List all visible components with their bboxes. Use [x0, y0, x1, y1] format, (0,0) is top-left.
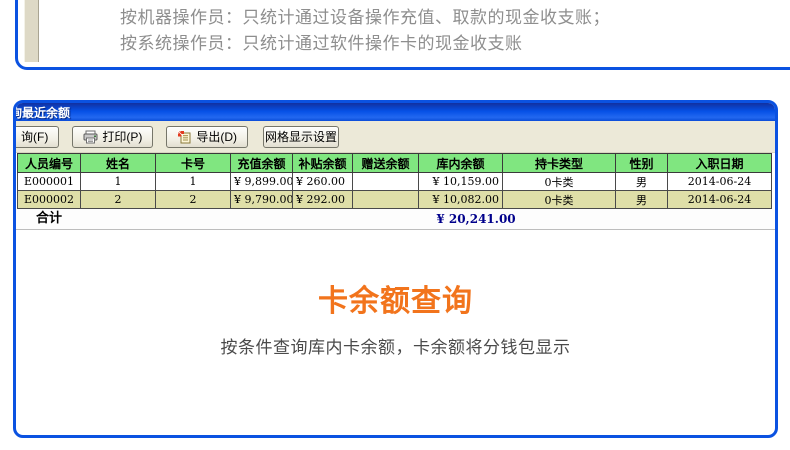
cell-gender: 男 — [615, 172, 668, 191]
col-header-gender[interactable]: 性别 — [615, 153, 668, 173]
cell-stock-balance: ¥ 10,082.00 — [418, 190, 503, 209]
cell-employee-id: E000001 — [17, 172, 81, 191]
col-header-gift-balance[interactable]: 赠送余额 — [352, 153, 419, 173]
grid-settings-button[interactable]: 网格显示设置 — [263, 125, 339, 148]
info-line-1: 按机器操作员：只统计通过设备操作充值、取款的现金收支账； — [120, 8, 610, 27]
toolbar: 询(F) 打印(P) — [16, 121, 775, 153]
col-header-card-type[interactable]: 持卡类型 — [502, 153, 616, 173]
cell-card-type: 0卡类 — [502, 172, 616, 191]
col-header-card-no[interactable]: 卡号 — [155, 153, 231, 173]
col-header-employee-id[interactable]: 人员编号 — [17, 153, 81, 173]
window-titlebar[interactable]: 询最近余额 — [16, 103, 775, 121]
page-subtitle: 按条件查询库内卡余额，卡余额将分钱包显示 — [220, 338, 571, 357]
export-button-label: 导出(D) — [196, 130, 237, 144]
export-icon — [177, 130, 192, 144]
col-header-hire-date[interactable]: 入职日期 — [667, 153, 772, 173]
cell-recharge-balance: ¥ 9,899.00 — [230, 172, 293, 191]
query-button[interactable]: 询(F) — [16, 125, 60, 148]
col-header-stock-balance[interactable]: 库内余额 — [418, 153, 503, 173]
printer-icon — [83, 130, 98, 144]
total-label: 合计 — [36, 211, 63, 226]
grid-settings-button-label: 网格显示设置 — [265, 130, 338, 144]
cell-card-type: 0卡类 — [502, 190, 616, 209]
info-panel: 按机器操作员：只统计通过设备操作充值、取款的现金收支账； 按系统操作员：只统计通… — [15, 0, 790, 70]
total-row: 合计 ¥ 20,241.00 — [16, 209, 775, 230]
total-value: ¥ 20,241.00 — [436, 212, 516, 226]
cell-hire-date: 2014-06-24 — [667, 172, 772, 191]
cell-gift-balance — [352, 190, 419, 209]
cell-subsidy-balance: ¥ 260.00 — [292, 172, 353, 191]
cell-card-no: 2 — [155, 190, 231, 209]
window-title: 询最近余额 — [16, 105, 71, 120]
description-block: 卡余额查询 按条件查询库内卡余额，卡余额将分钱包显示 — [16, 276, 775, 358]
print-button[interactable]: 打印(P) — [72, 125, 154, 148]
table-row[interactable]: E000001 1 1 ¥ 9,899.00 ¥ 260.00 ¥ 10,159… — [17, 172, 772, 191]
col-header-recharge-balance[interactable]: 充值余额 — [230, 153, 293, 173]
cell-employee-id: E000002 — [17, 190, 81, 209]
cell-hire-date: 2014-06-24 — [667, 190, 772, 209]
cell-name: 2 — [80, 190, 156, 209]
query-window: 询最近余额 询(F) 打印(P) — [13, 100, 778, 438]
cell-card-no: 1 — [155, 172, 231, 191]
page-heading: 卡余额查询 — [318, 285, 473, 318]
cell-gender: 男 — [615, 190, 668, 209]
cell-subsidy-balance: ¥ 292.00 — [292, 190, 353, 209]
balance-table: 人员编号 姓名 卡号 充值余额 补贴余额 赠送余额 库内余额 持卡类型 性别 入… — [17, 153, 772, 209]
print-button-label: 打印(P) — [102, 130, 143, 144]
cell-name: 1 — [80, 172, 156, 191]
table-row[interactable]: E000002 2 2 ¥ 9,790.00 ¥ 292.00 ¥ 10,082… — [17, 190, 772, 209]
info-line-2: 按系统操作员：只统计通过软件操作卡的现金收支账 — [120, 34, 523, 53]
cell-gift-balance — [352, 172, 419, 191]
query-button-label: 询(F) — [21, 130, 49, 144]
col-header-name[interactable]: 姓名 — [80, 153, 156, 173]
panel-left-strip — [24, 0, 39, 62]
table-header-row: 人员编号 姓名 卡号 充值余额 补贴余额 赠送余额 库内余额 持卡类型 性别 入… — [17, 153, 772, 173]
cell-recharge-balance: ¥ 9,790.00 — [230, 190, 293, 209]
cell-stock-balance: ¥ 10,159.00 — [418, 172, 503, 191]
info-text: 按机器操作员：只统计通过设备操作充值、取款的现金收支账； 按系统操作员：只统计通… — [120, 5, 610, 57]
export-button[interactable]: 导出(D) — [166, 125, 248, 148]
col-header-subsidy-balance[interactable]: 补贴余额 — [292, 153, 353, 173]
